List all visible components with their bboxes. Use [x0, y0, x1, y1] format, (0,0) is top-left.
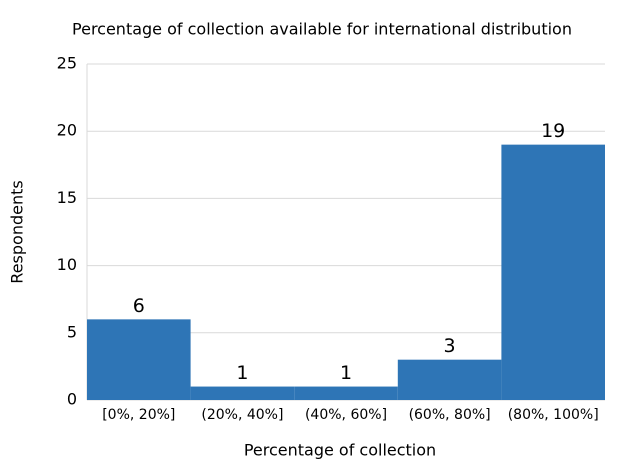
x-tick-label: (20%, 40%]	[201, 407, 283, 423]
x-tick-label: (60%, 80%]	[409, 407, 491, 423]
data-label: 1	[340, 362, 352, 384]
bar	[190, 386, 295, 400]
x-tick-label: (80%, 100%]	[508, 407, 599, 423]
y-axis-label: Respondents	[8, 180, 27, 283]
y-tick-label: 5	[67, 322, 77, 341]
y-tick-label: 25	[57, 54, 77, 73]
bar	[397, 359, 502, 400]
data-label: 19	[541, 120, 565, 142]
y-tick-label: 20	[57, 121, 77, 140]
data-label: 1	[236, 362, 248, 384]
x-axis-label: Percentage of collection	[244, 441, 436, 460]
x-tick-label: [0%, 20%]	[102, 407, 175, 423]
y-tick-label: 10	[57, 255, 77, 274]
data-label: 3	[444, 335, 456, 357]
y-tick-label: 15	[57, 188, 77, 207]
y-tick-label: 0	[67, 390, 77, 409]
bar	[501, 144, 605, 400]
x-tick-label: (40%, 60%]	[305, 407, 387, 423]
chart-title: Percentage of collection available for i…	[72, 20, 572, 39]
data-label: 6	[133, 295, 145, 317]
bar	[294, 386, 398, 400]
bar	[87, 319, 191, 400]
